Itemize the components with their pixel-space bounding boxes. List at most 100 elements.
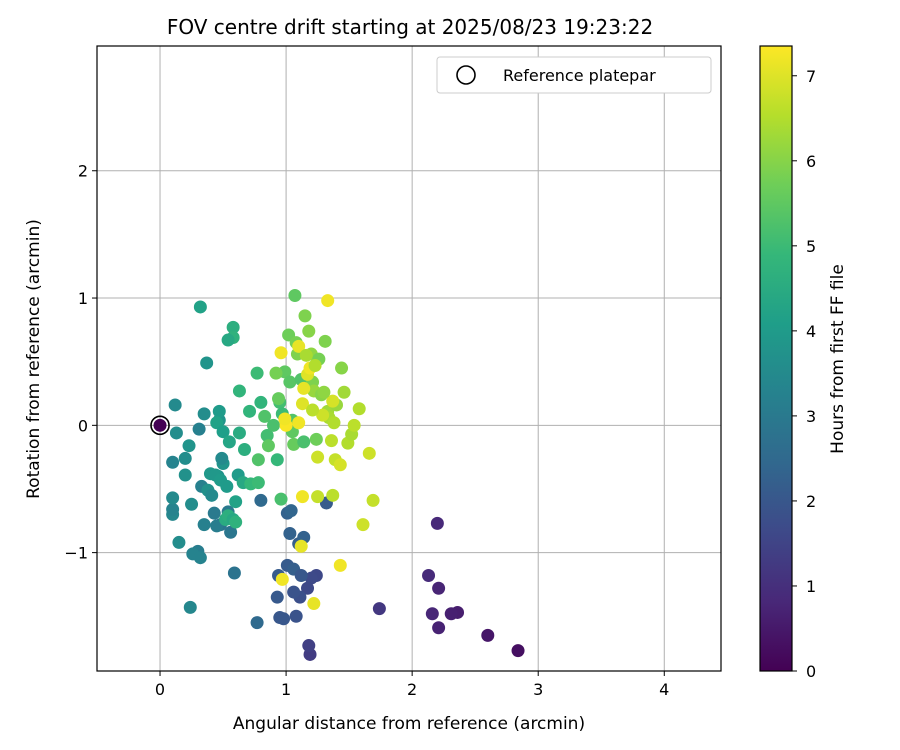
data-point <box>250 616 264 630</box>
legend-marker-icon <box>456 65 476 85</box>
data-point <box>237 443 251 457</box>
data-point <box>178 451 192 465</box>
data-point <box>283 375 297 389</box>
x-axis-label: Angular distance from reference (arcmin) <box>233 714 585 734</box>
data-point <box>352 402 366 416</box>
data-point <box>193 300 207 314</box>
data-point <box>326 394 340 408</box>
data-point <box>229 515 243 529</box>
data-point <box>193 551 207 565</box>
data-point <box>232 426 246 440</box>
data-point <box>205 488 219 502</box>
data-point <box>243 404 257 418</box>
data-point <box>318 334 332 348</box>
data-point <box>227 566 241 580</box>
data-point <box>197 407 211 421</box>
data-point <box>232 384 246 398</box>
data-point <box>294 539 308 553</box>
data-point <box>183 600 197 614</box>
data-point <box>444 607 458 621</box>
x-axis-ticks: 0 1 2 3 4 <box>155 671 669 699</box>
colorbar-tick-label: 5 <box>806 237 816 256</box>
data-point <box>295 397 309 411</box>
data-point <box>333 558 347 572</box>
data-point <box>260 429 274 443</box>
data-point <box>166 502 180 516</box>
colorbar-gradient <box>760 46 792 671</box>
data-point <box>216 425 230 439</box>
data-point <box>326 488 340 502</box>
data-point <box>306 403 320 417</box>
colorbar-tick-label: 0 <box>806 662 816 681</box>
data-point <box>270 590 284 604</box>
data-point <box>272 392 286 406</box>
data-point <box>269 366 283 380</box>
data-point <box>221 333 235 347</box>
data-point <box>229 495 243 509</box>
data-point <box>347 418 361 432</box>
data-point <box>511 644 525 658</box>
data-point <box>422 569 436 583</box>
data-point <box>278 412 292 426</box>
data-point <box>292 416 306 430</box>
data-point <box>316 408 330 422</box>
data-point <box>301 581 315 595</box>
data-point <box>333 458 347 472</box>
data-point <box>299 348 313 362</box>
reference-platepar-marker <box>150 415 170 436</box>
data-point <box>274 346 288 360</box>
data-point <box>297 381 311 395</box>
data-point <box>266 418 280 432</box>
data-point <box>327 416 341 430</box>
y-tick-label: 2 <box>78 162 88 181</box>
data-point <box>226 320 240 334</box>
data-point <box>273 611 287 625</box>
data-point <box>222 435 236 449</box>
data-point <box>224 525 238 539</box>
data-point <box>250 366 264 380</box>
data-point <box>307 597 321 611</box>
data-point <box>166 455 180 469</box>
data-point <box>207 506 221 520</box>
colorbar-tick-label: 2 <box>806 492 816 511</box>
legend: Reference platepar <box>436 56 712 94</box>
data-point <box>289 609 303 623</box>
data-points <box>153 288 525 661</box>
data-point <box>284 504 298 518</box>
data-point <box>251 476 265 490</box>
colorbar-tick-label: 7 <box>806 67 816 86</box>
colorbar-tick-label: 1 <box>806 577 816 596</box>
data-point <box>153 418 167 432</box>
colorbar-ticks: 0 1 2 3 4 5 6 7 <box>792 67 816 681</box>
colorbar: 0 1 2 3 4 5 6 7 Hours from first FF file <box>759 45 848 681</box>
data-point <box>321 294 335 308</box>
data-point <box>192 422 206 436</box>
legend-entry-reference: Reference platepar <box>503 66 656 85</box>
data-point <box>166 491 180 505</box>
colorbar-tick-label: 4 <box>806 322 816 341</box>
y-tick-label: −1 <box>64 544 88 563</box>
data-point <box>182 439 196 453</box>
data-point <box>295 490 309 504</box>
data-point <box>294 569 308 583</box>
data-point <box>432 581 446 595</box>
data-point <box>185 497 199 511</box>
x-tick-label: 0 <box>155 680 165 699</box>
data-point <box>297 435 311 449</box>
data-point <box>212 404 226 418</box>
data-point <box>362 446 376 460</box>
plot-frame <box>96 45 722 672</box>
y-tick-label: 0 <box>78 416 88 435</box>
data-point <box>356 518 370 532</box>
colorbar-frame <box>759 45 793 672</box>
data-point <box>432 621 446 635</box>
data-point <box>172 535 186 549</box>
data-point <box>309 432 323 446</box>
y-axis-ticks: −1 0 1 2 <box>64 162 97 563</box>
data-point <box>258 409 272 423</box>
x-tick-label: 4 <box>659 680 669 699</box>
data-point <box>287 585 301 599</box>
x-tick-label: 3 <box>533 680 543 699</box>
data-point <box>251 453 265 467</box>
